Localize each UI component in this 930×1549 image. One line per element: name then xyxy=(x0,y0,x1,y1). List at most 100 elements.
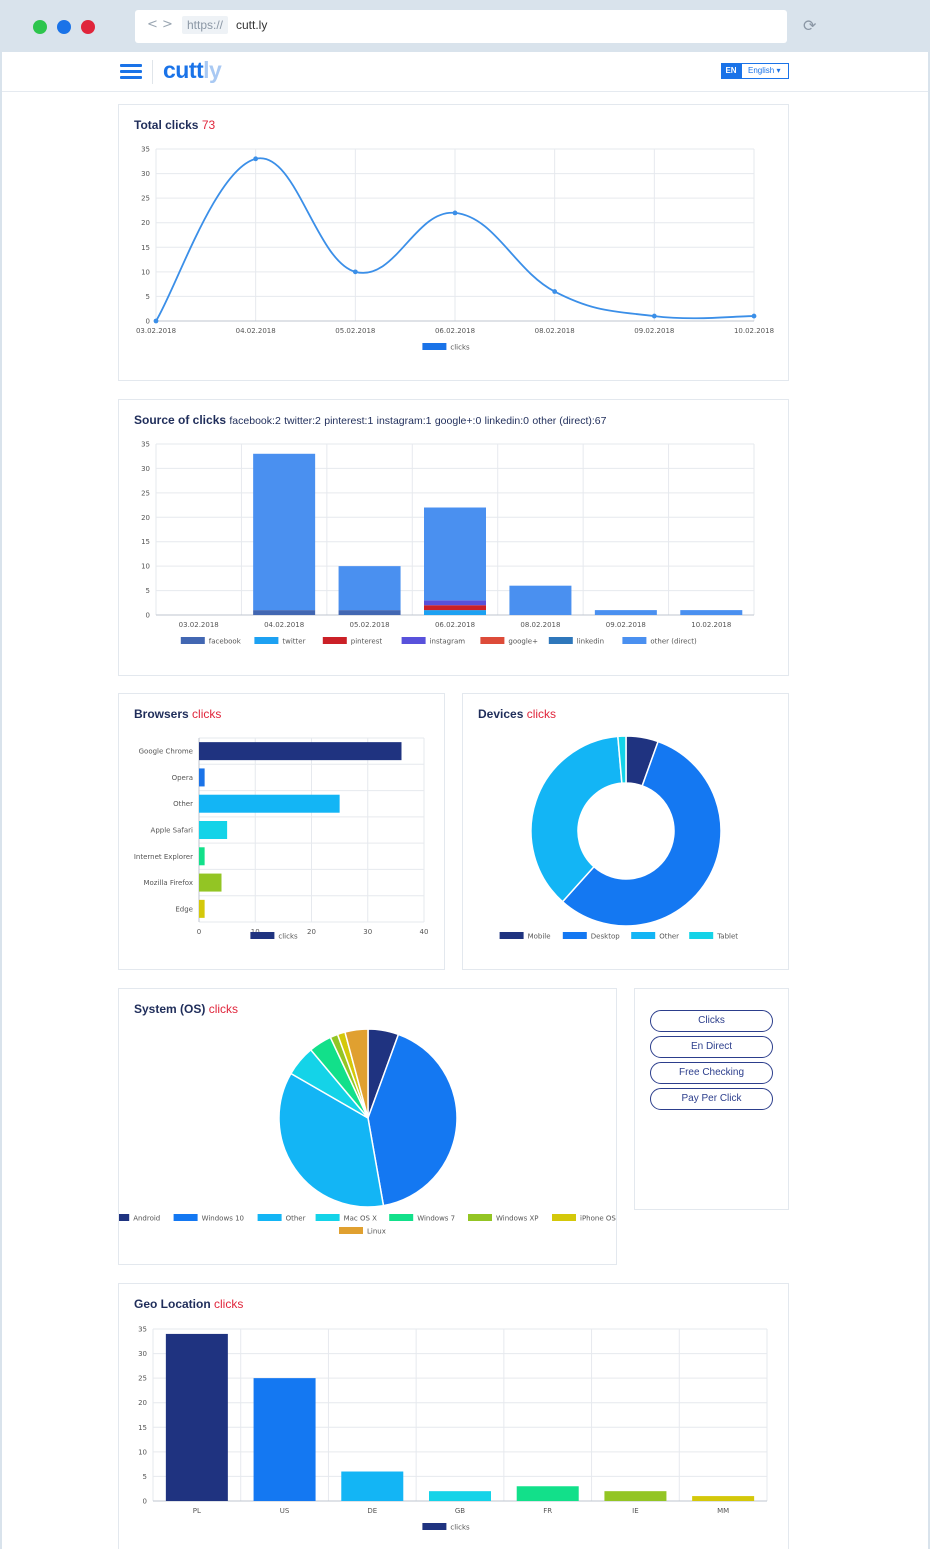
total-clicks-point xyxy=(353,269,358,274)
browsers-y-tick: Opera xyxy=(172,774,193,782)
source-bar-otherdirect xyxy=(253,454,315,610)
devices-legend-label: Other xyxy=(659,933,679,941)
total-legend-label: clicks xyxy=(450,344,470,352)
source-legend-swatch xyxy=(181,637,205,644)
browsers-bar xyxy=(199,874,222,892)
system-legend-swatch xyxy=(316,1214,340,1221)
total-y-tick: 0 xyxy=(146,318,150,326)
devices-legend-swatch xyxy=(500,932,524,939)
source-legend-swatch xyxy=(402,637,426,644)
geo-y-tick: 35 xyxy=(138,1326,147,1334)
back-arrow-icon[interactable]: < xyxy=(147,17,158,32)
browser-titlebar: < > https:// cutt.ly ⟳ xyxy=(0,0,930,52)
geo-y-tick: 25 xyxy=(138,1375,147,1383)
system-legend-swatch xyxy=(468,1214,492,1221)
source-y-tick: 10 xyxy=(141,563,150,571)
geo-y-tick: 30 xyxy=(138,1350,147,1358)
devices-legend-swatch xyxy=(689,932,713,939)
total-x-tick: 06.02.2018 xyxy=(435,327,475,335)
browsers-bar xyxy=(199,847,205,865)
links-card: Clicks En Direct Free Checking Pay Per C… xyxy=(634,988,789,1210)
reload-icon[interactable]: ⟳ xyxy=(803,16,816,35)
browsers-y-tick: Other xyxy=(173,800,193,808)
system-legend-label: Linux xyxy=(367,1228,386,1236)
url-host[interactable]: cutt.ly xyxy=(236,18,267,32)
total-clicks-point xyxy=(253,156,258,161)
total-clicks-point xyxy=(552,289,557,294)
source-legend-swatch xyxy=(254,637,278,644)
total-x-tick: 08.02.2018 xyxy=(535,327,575,335)
browsers-x-tick: 20 xyxy=(307,928,316,936)
forward-arrow-icon[interactable]: > xyxy=(162,17,173,32)
system-legend-label: Windows XP xyxy=(496,1215,539,1223)
source-bar-otherdirect xyxy=(680,610,742,615)
geo-location-card: Geo Location clicks 0 5 10 15 20 25 30 35 PL US DE… xyxy=(118,1283,789,1549)
source-x-tick: 09.02.2018 xyxy=(606,621,646,629)
source-y-tick: 20 xyxy=(141,514,150,522)
source-x-tick: 05.02.2018 xyxy=(350,621,390,629)
source-bar-twitter xyxy=(424,610,486,615)
system-legend-swatch xyxy=(258,1214,282,1221)
source-legend-label: other (direct) xyxy=(650,638,697,646)
devices-legend-label: Mobile xyxy=(528,933,551,941)
source-legend-swatch xyxy=(549,637,573,644)
browsers-x-tick: 40 xyxy=(420,928,429,936)
pay-per-click-button[interactable]: Pay Per Click xyxy=(650,1088,773,1110)
geo-x-tick: FR xyxy=(543,1507,552,1515)
clicks-button[interactable]: Clicks xyxy=(650,1010,773,1032)
total-x-tick: 09.02.2018 xyxy=(634,327,674,335)
system-legend-swatch xyxy=(552,1214,576,1221)
logo-accent-text: ly xyxy=(203,57,221,83)
browsers-bar xyxy=(199,821,227,839)
source-x-tick: 08.02.2018 xyxy=(520,621,560,629)
source-bar-facebook xyxy=(339,610,401,615)
geo-bar xyxy=(254,1378,316,1501)
geo-x-tick: PL xyxy=(193,1507,201,1515)
source-bar-otherdirect xyxy=(595,610,657,615)
browsers-legend-label: clicks xyxy=(278,933,298,941)
system-legend-label: Other xyxy=(286,1215,306,1223)
geo-bar xyxy=(166,1334,228,1501)
geo-x-tick: DE xyxy=(367,1507,377,1515)
devices-legend-swatch xyxy=(631,932,655,939)
browsers-bar xyxy=(199,795,340,813)
address-bar[interactable]: < > https:// cutt.ly xyxy=(135,10,787,43)
url-protocol: https:// xyxy=(182,16,228,34)
source-legend-label: google+ xyxy=(508,638,538,646)
top-navigation: cuttly EN English ▾ xyxy=(2,52,928,92)
geo-legend-swatch xyxy=(422,1523,446,1530)
browsers-bar xyxy=(199,768,205,786)
total-clicks-chart: 0510152025303503.02.2018 04.02.2018 05.02.… xyxy=(119,105,790,382)
geo-x-tick: US xyxy=(280,1507,290,1515)
devices-card: Devices clicks Mobile Desktop Other Tablet xyxy=(462,693,789,970)
language-code-badge[interactable]: EN xyxy=(721,63,741,79)
source-x-tick: 03.02.2018 xyxy=(179,621,219,629)
geo-y-tick: 0 xyxy=(143,1498,147,1506)
en-direct-button[interactable]: En Direct xyxy=(650,1036,773,1058)
source-legend-label: facebook xyxy=(209,638,242,646)
page-content: cuttly EN English ▾ Total clicks 73 0 5 10… xyxy=(2,52,928,1549)
total-clicks-point xyxy=(752,314,757,319)
source-legend-swatch xyxy=(480,637,504,644)
window-minimize-button[interactable] xyxy=(57,20,71,34)
source-x-tick: 10.02.2018 xyxy=(691,621,731,629)
window-close-button[interactable] xyxy=(81,20,95,34)
total-y-tick: 15 xyxy=(141,244,150,252)
source-y-tick: 5 xyxy=(146,587,150,595)
source-bar-otherdirect xyxy=(509,586,571,615)
total-y-tick: 10 xyxy=(141,268,150,276)
language-select[interactable]: English ▾ xyxy=(741,63,789,79)
source-x-tick: 04.02.2018 xyxy=(264,621,304,629)
total-x-tick: 04.02.2018 xyxy=(236,327,276,335)
total-y-tick: 5 xyxy=(146,293,150,301)
total-clicks-point xyxy=(652,314,657,319)
window-maximize-button[interactable] xyxy=(33,20,47,34)
free-checking-button[interactable]: Free Checking xyxy=(650,1062,773,1084)
cuttly-logo[interactable]: cuttly xyxy=(163,57,221,84)
source-bar-pinterest xyxy=(424,605,486,610)
source-legend-label: linkedin xyxy=(577,638,604,646)
total-legend-swatch xyxy=(422,343,446,350)
system-legend-swatch xyxy=(174,1214,198,1221)
hamburger-menu-icon[interactable] xyxy=(120,64,142,80)
